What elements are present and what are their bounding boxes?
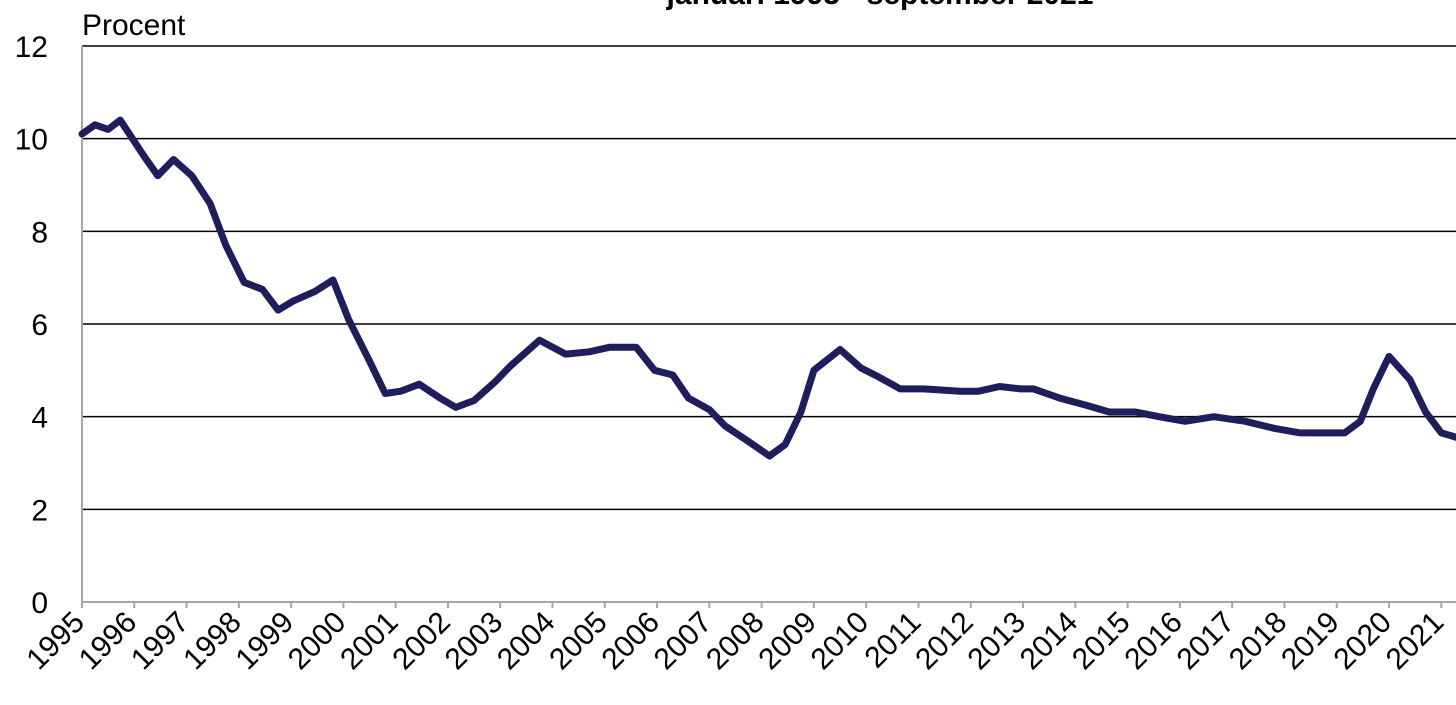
x-tick-label: 2000 (282, 606, 353, 677)
x-tick-label: 2011 (858, 606, 927, 675)
data-line (78, 116, 1456, 460)
x-tick-label: 2007 (648, 606, 719, 677)
y-tick-label: 8 (31, 216, 48, 249)
x-tick-label: 2001 (334, 606, 405, 677)
x-tick-label: 2021 (1380, 606, 1451, 677)
x-tick-label: 1999 (230, 606, 301, 677)
y-axis-label: Procent (82, 9, 186, 42)
y-tick-label: 12 (15, 31, 48, 64)
x-tick-label: 1997 (125, 606, 196, 677)
x-tick-label: 2008 (700, 606, 771, 677)
x-tick-label: 2009 (752, 606, 823, 677)
x-tick-label: 2015 (1066, 606, 1137, 677)
x-tick-label: 2014 (1014, 606, 1085, 677)
y-tick-label: 2 (31, 494, 48, 527)
x-tick-label: 2006 (596, 606, 667, 677)
x-tick-label: 2018 (1223, 606, 1294, 677)
y-tick-label: 6 (31, 309, 48, 342)
x-tick-label: 1998 (177, 606, 248, 677)
x-tick-label: 2002 (386, 606, 457, 677)
x-tick-label: 2016 (1118, 606, 1189, 677)
x-tick-label: 2004 (491, 606, 562, 677)
x-tick-label: 2003 (439, 606, 510, 677)
x-tick-label: 2017 (1171, 606, 1242, 677)
x-tick-label: 1996 (73, 606, 144, 677)
x-tick-label: 2005 (543, 606, 614, 677)
x-tick-label: 2013 (961, 606, 1032, 677)
x-tick-label: 2010 (805, 606, 876, 677)
x-tick-label: 2012 (909, 606, 980, 677)
y-tick-label: 0 (31, 587, 48, 620)
y-tick-label: 4 (31, 402, 48, 435)
x-tick-label: 2019 (1275, 606, 1346, 677)
chart-title: januari 1995 - september 2021 (666, 0, 1094, 11)
y-tick-label: 10 (15, 124, 48, 157)
x-tick-label: 2020 (1327, 606, 1398, 677)
